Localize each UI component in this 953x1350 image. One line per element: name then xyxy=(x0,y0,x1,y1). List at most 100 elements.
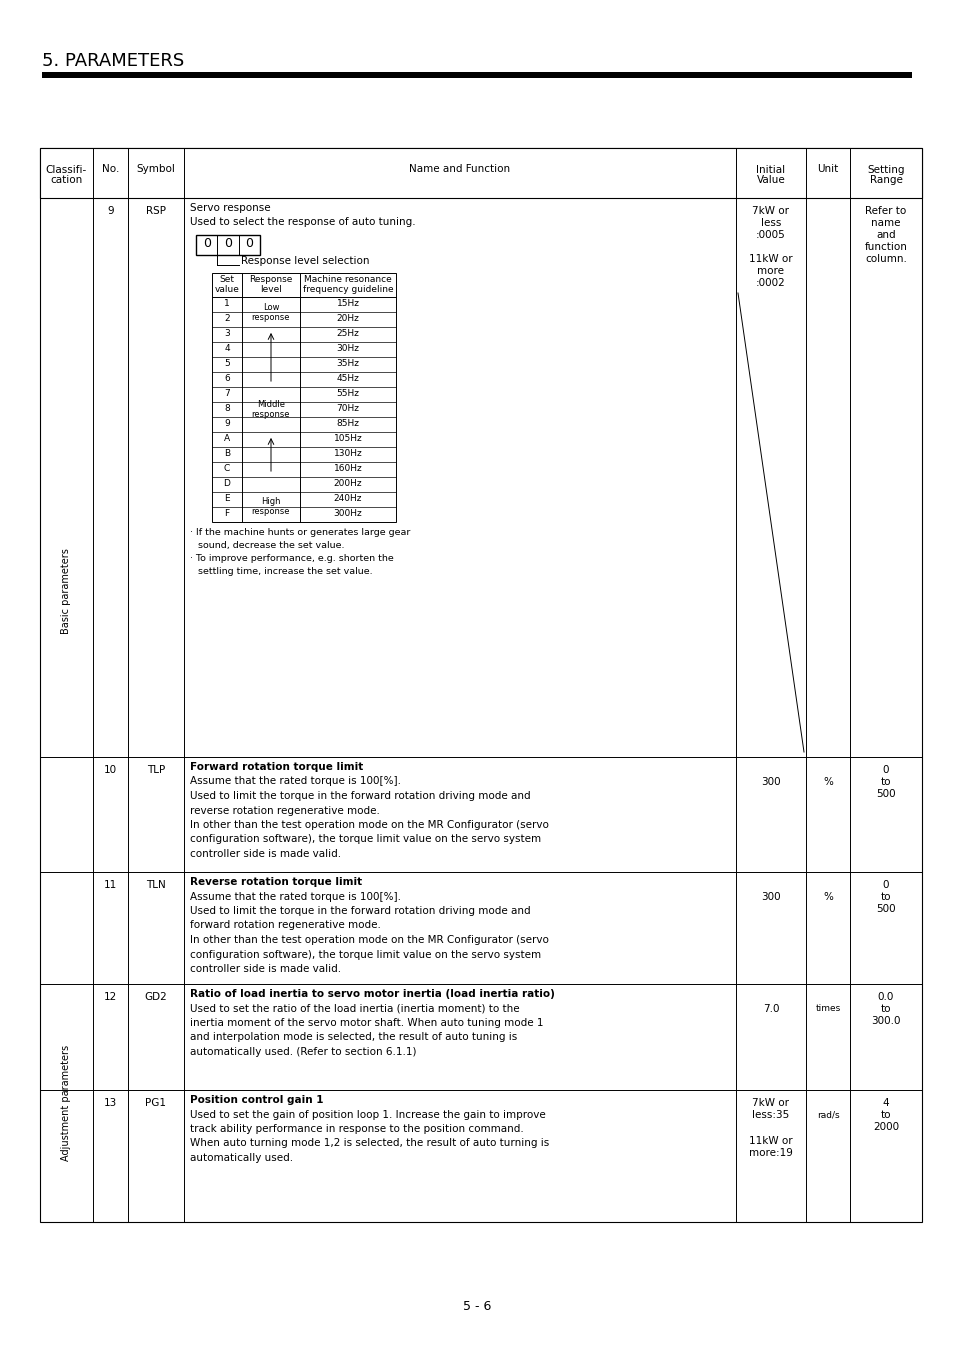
Text: GD2: GD2 xyxy=(145,992,167,1002)
Text: settling time, increase the set value.: settling time, increase the set value. xyxy=(198,567,373,576)
Text: No.: No. xyxy=(102,163,119,174)
Text: response: response xyxy=(252,410,290,418)
Text: cation: cation xyxy=(51,176,83,185)
Text: reverse rotation regenerative mode.: reverse rotation regenerative mode. xyxy=(190,806,379,815)
Text: 70Hz: 70Hz xyxy=(336,404,359,413)
Text: Response level selection: Response level selection xyxy=(241,256,370,266)
Text: 55Hz: 55Hz xyxy=(336,389,359,398)
Text: Unit: Unit xyxy=(817,163,838,174)
Text: configuration software), the torque limit value on the servo system: configuration software), the torque limi… xyxy=(190,834,540,845)
Text: A: A xyxy=(224,433,230,443)
Text: 130Hz: 130Hz xyxy=(334,450,362,458)
Text: 500: 500 xyxy=(875,788,895,799)
Text: 7.0: 7.0 xyxy=(762,1004,779,1014)
Text: 160Hz: 160Hz xyxy=(334,464,362,472)
Text: to: to xyxy=(880,1004,890,1014)
Text: Used to set the ratio of the load inertia (inertia moment) to the: Used to set the ratio of the load inerti… xyxy=(190,1003,519,1014)
Text: Response: Response xyxy=(249,275,293,284)
Text: Middle: Middle xyxy=(256,400,285,409)
Text: 0.0: 0.0 xyxy=(877,992,893,1002)
Text: 6: 6 xyxy=(224,374,230,383)
Text: Used to limit the torque in the forward rotation driving mode and: Used to limit the torque in the forward … xyxy=(190,906,530,917)
Text: level: level xyxy=(260,285,282,294)
Text: High: High xyxy=(261,498,280,506)
Text: %: % xyxy=(822,778,832,787)
Text: 25Hz: 25Hz xyxy=(336,329,359,338)
Text: 20Hz: 20Hz xyxy=(336,315,359,323)
Text: Used to limit the torque in the forward rotation driving mode and: Used to limit the torque in the forward … xyxy=(190,791,530,801)
Text: 300Hz: 300Hz xyxy=(334,509,362,518)
Text: automatically used.: automatically used. xyxy=(190,1153,293,1162)
Text: Used to set the gain of position loop 1. Increase the gain to improve: Used to set the gain of position loop 1.… xyxy=(190,1110,545,1119)
Text: 11kW or: 11kW or xyxy=(748,254,792,265)
Text: Adjustment parameters: Adjustment parameters xyxy=(61,1045,71,1161)
Text: more:19: more:19 xyxy=(748,1148,792,1158)
Text: controller side is made valid.: controller side is made valid. xyxy=(190,964,341,973)
Text: Assume that the rated torque is 100[%].: Assume that the rated torque is 100[%]. xyxy=(190,891,400,902)
Text: 5 - 6: 5 - 6 xyxy=(462,1300,491,1314)
Text: response: response xyxy=(252,312,290,321)
Text: TLP: TLP xyxy=(147,765,165,775)
Text: C: C xyxy=(224,464,230,472)
Text: Assume that the rated torque is 100[%].: Assume that the rated torque is 100[%]. xyxy=(190,776,400,787)
Text: 7: 7 xyxy=(224,389,230,398)
Text: Value: Value xyxy=(756,176,784,185)
Text: less: less xyxy=(760,217,781,228)
Text: 4: 4 xyxy=(224,344,230,352)
Text: 12: 12 xyxy=(104,992,117,1002)
Text: 240Hz: 240Hz xyxy=(334,494,362,504)
Text: · If the machine hunts or generates large gear: · If the machine hunts or generates larg… xyxy=(190,528,410,537)
Bar xyxy=(212,273,395,522)
Text: inertia moment of the servo motor shaft. When auto tuning mode 1: inertia moment of the servo motor shaft.… xyxy=(190,1018,543,1027)
Text: 11kW or: 11kW or xyxy=(748,1135,792,1146)
Text: In other than the test operation mode on the MR Configurator (servo: In other than the test operation mode on… xyxy=(190,936,548,945)
Text: · To improve performance, e.g. shorten the: · To improve performance, e.g. shorten t… xyxy=(190,554,394,563)
Text: 30Hz: 30Hz xyxy=(336,344,359,352)
Text: 5: 5 xyxy=(224,359,230,369)
Text: to: to xyxy=(880,778,890,787)
Text: :0005: :0005 xyxy=(756,230,785,240)
Text: 0: 0 xyxy=(224,238,232,250)
Text: response: response xyxy=(252,508,290,517)
Text: Initial: Initial xyxy=(756,165,784,176)
Text: PG1: PG1 xyxy=(146,1098,167,1108)
Text: configuration software), the torque limit value on the servo system: configuration software), the torque limi… xyxy=(190,949,540,960)
Text: function: function xyxy=(863,242,906,252)
Text: 200Hz: 200Hz xyxy=(334,479,362,487)
Text: 13: 13 xyxy=(104,1098,117,1108)
Text: 5. PARAMETERS: 5. PARAMETERS xyxy=(42,53,184,70)
Text: 0: 0 xyxy=(882,765,888,775)
Text: Used to select the response of auto tuning.: Used to select the response of auto tuni… xyxy=(190,217,416,227)
Text: 0: 0 xyxy=(882,880,888,890)
Text: 10: 10 xyxy=(104,765,117,775)
Text: Range: Range xyxy=(868,176,902,185)
Text: Reverse rotation torque limit: Reverse rotation torque limit xyxy=(190,878,362,887)
Text: frequency guideline: frequency guideline xyxy=(302,285,393,294)
Text: 8: 8 xyxy=(224,404,230,413)
Text: 3: 3 xyxy=(224,329,230,338)
Text: RSP: RSP xyxy=(146,207,166,216)
Text: 500: 500 xyxy=(875,904,895,914)
Text: %: % xyxy=(822,892,832,902)
Text: 2000: 2000 xyxy=(872,1122,898,1133)
Text: Symbol: Symbol xyxy=(136,163,175,174)
Text: times: times xyxy=(815,1004,840,1012)
Text: 9: 9 xyxy=(107,207,113,216)
Text: Position control gain 1: Position control gain 1 xyxy=(190,1095,323,1106)
Text: B: B xyxy=(224,450,230,458)
Text: 85Hz: 85Hz xyxy=(336,418,359,428)
Text: 300: 300 xyxy=(760,892,780,902)
Text: Setting: Setting xyxy=(866,165,903,176)
Text: When auto turning mode 1,2 is selected, the result of auto turning is: When auto turning mode 1,2 is selected, … xyxy=(190,1138,549,1149)
Text: more: more xyxy=(757,266,783,275)
Text: 45Hz: 45Hz xyxy=(336,374,359,383)
Text: TLN: TLN xyxy=(146,880,166,890)
Text: E: E xyxy=(224,494,230,504)
Text: rad/s: rad/s xyxy=(816,1110,839,1119)
Text: 300.0: 300.0 xyxy=(870,1017,900,1026)
Text: track ability performance in response to the position command.: track ability performance in response to… xyxy=(190,1125,523,1134)
Text: 11: 11 xyxy=(104,880,117,890)
Text: Set: Set xyxy=(219,275,234,284)
Text: 35Hz: 35Hz xyxy=(336,359,359,369)
Text: 15Hz: 15Hz xyxy=(336,298,359,308)
